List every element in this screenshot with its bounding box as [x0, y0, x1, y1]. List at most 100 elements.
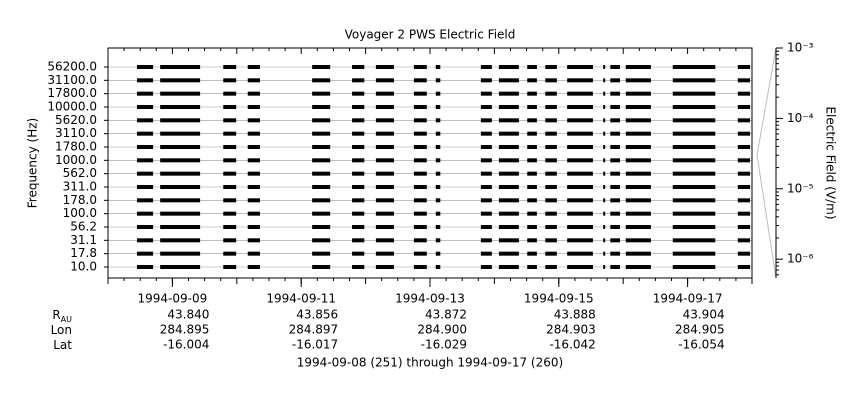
- data-segment: [603, 265, 606, 269]
- ephemeris-value: 43.872: [425, 308, 467, 322]
- data-segment: [223, 65, 237, 69]
- data-segment: [160, 185, 201, 189]
- data-segment: [375, 131, 394, 136]
- chart-title: Voyager 2 PWS Electric Field: [345, 28, 516, 42]
- data-segment: [312, 185, 331, 189]
- data-segment: [247, 171, 260, 176]
- data-segment: [545, 251, 557, 256]
- data-segment: [527, 211, 537, 216]
- data-segment: [737, 158, 751, 163]
- data-segment: [413, 211, 427, 216]
- y-tick-label: 1000.0: [55, 153, 97, 167]
- x-tick-label: 1994-09-15: [524, 292, 594, 306]
- ephemeris-value: 43.888: [554, 308, 596, 322]
- data-segment: [413, 118, 427, 123]
- ephemeris-value: -16.042: [549, 338, 595, 352]
- data-segment: [545, 225, 557, 229]
- data-segment: [223, 185, 237, 189]
- y-tick-label: 5620.0: [55, 113, 97, 127]
- data-segment: [247, 211, 260, 216]
- data-segment: [160, 198, 201, 203]
- data-segment: [375, 211, 394, 216]
- data-segment: [160, 225, 201, 229]
- data-segment: [413, 171, 427, 176]
- data-segment: [312, 131, 331, 136]
- data-segment: [312, 105, 331, 109]
- data-segment: [545, 158, 557, 163]
- data-segment: [527, 65, 537, 69]
- ephemeris-value: 284.903: [546, 323, 596, 337]
- data-segment: [312, 265, 331, 269]
- data-segment: [567, 211, 593, 216]
- data-segment: [160, 211, 201, 216]
- data-segment: [247, 158, 260, 163]
- data-segment: [136, 91, 154, 96]
- data-segment: [625, 158, 651, 163]
- data-segment: [480, 91, 492, 96]
- data-segment: [413, 265, 427, 269]
- data-segment: [375, 185, 394, 189]
- ephemeris-value: 284.900: [417, 323, 467, 337]
- data-segment: [413, 131, 427, 136]
- data-segment: [498, 105, 519, 109]
- data-segment: [247, 198, 260, 203]
- data-segment: [610, 265, 620, 269]
- data-segment: [435, 198, 441, 203]
- data-segment: [545, 118, 557, 123]
- data-segment: [737, 225, 751, 229]
- data-segment: [610, 145, 620, 149]
- data-segment: [545, 211, 557, 216]
- data-segment: [375, 238, 394, 243]
- data-segment: [610, 225, 620, 229]
- data-segment: [223, 78, 237, 83]
- data-segment: [352, 131, 365, 136]
- data-segment: [567, 265, 593, 269]
- data-segment: [672, 118, 716, 123]
- data-segment: [223, 211, 237, 216]
- data-segment: [737, 211, 751, 216]
- data-segment: [375, 65, 394, 69]
- data-segment: [480, 198, 492, 203]
- data-segment: [625, 105, 651, 109]
- ephemeris-value: 284.895: [160, 323, 210, 337]
- data-segment: [160, 145, 201, 149]
- data-segment: [672, 211, 716, 216]
- data-segment: [625, 185, 651, 189]
- data-segment: [672, 185, 716, 189]
- ephemeris-value: -16.054: [678, 338, 724, 352]
- data-segment: [498, 171, 519, 176]
- data-segment: [136, 211, 154, 216]
- data-segment: [160, 105, 201, 109]
- data-segment: [375, 118, 394, 123]
- data-segment: [567, 158, 593, 163]
- data-segment: [352, 91, 365, 96]
- data-segment: [567, 198, 593, 203]
- data-segment: [545, 198, 557, 203]
- data-segment: [672, 78, 716, 83]
- data-segment: [480, 238, 492, 243]
- ephemeris-value: 43.856: [296, 308, 338, 322]
- data-segment: [672, 198, 716, 203]
- data-segment: [247, 91, 260, 96]
- data-segment: [312, 65, 331, 69]
- data-segment: [672, 91, 716, 96]
- data-segment: [480, 118, 492, 123]
- data-segment: [527, 105, 537, 109]
- data-segment: [352, 158, 365, 163]
- data-segment: [136, 265, 154, 269]
- y-tick-label: 10000.0: [47, 100, 97, 114]
- data-segment: [480, 211, 492, 216]
- data-segment: [498, 238, 519, 243]
- data-segment: [223, 145, 237, 149]
- x-tick-label: 1994-09-11: [266, 292, 336, 306]
- data-segment: [247, 185, 260, 189]
- data-segment: [136, 131, 154, 136]
- data-segment: [160, 118, 201, 123]
- data-segment: [413, 251, 427, 256]
- data-segment: [545, 105, 557, 109]
- data-segment: [435, 265, 441, 269]
- data-segment: [610, 158, 620, 163]
- data-segment: [136, 238, 154, 243]
- data-segment: [737, 171, 751, 176]
- y-tick-label: 10.0: [70, 260, 97, 274]
